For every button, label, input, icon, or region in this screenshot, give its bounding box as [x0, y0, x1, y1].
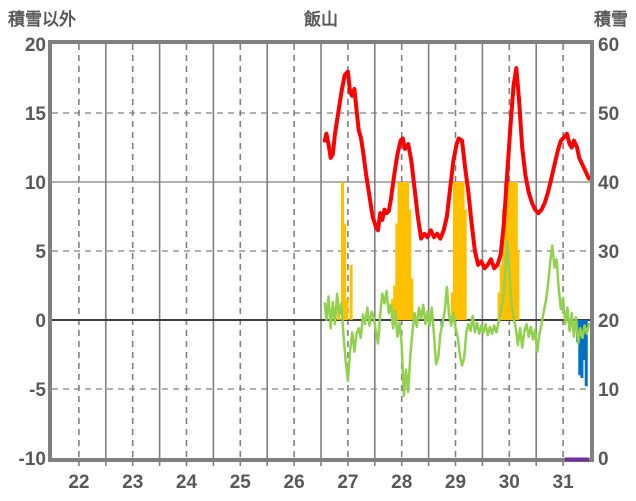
x-axis-labels: 22 23 24 25 26 27 28 29 30 31 [68, 472, 574, 493]
blue-bars [440, 320, 588, 387]
red-line [322, 66, 591, 271]
svg-text:5: 5 [35, 242, 46, 263]
x-axis-ticks [78, 460, 564, 466]
svg-text:60: 60 [598, 35, 619, 56]
svg-text:20: 20 [598, 311, 619, 332]
svg-text:40: 40 [598, 173, 619, 194]
left-axis-labels: 20 15 10 5 0 -5 -10 [19, 35, 47, 470]
svg-text:-10: -10 [19, 449, 46, 470]
svg-text:15: 15 [25, 104, 47, 125]
svg-text:23: 23 [122, 472, 143, 493]
svg-text:22: 22 [68, 472, 89, 493]
svg-text:30: 30 [598, 242, 619, 263]
svg-text:10: 10 [598, 380, 619, 401]
svg-text:25: 25 [230, 472, 252, 493]
svg-text:0: 0 [35, 311, 46, 332]
svg-text:26: 26 [284, 472, 305, 493]
svg-text:-5: -5 [29, 380, 46, 401]
chart-title: 飯山 [304, 10, 338, 29]
green-line [323, 240, 591, 398]
svg-text:30: 30 [499, 472, 520, 493]
svg-text:27: 27 [337, 472, 358, 493]
svg-text:28: 28 [391, 472, 412, 493]
right-axis-title: 積雪 [594, 10, 628, 29]
svg-text:29: 29 [445, 472, 466, 493]
svg-text:20: 20 [25, 35, 46, 56]
left-axis-title: 積雪以外 [8, 10, 76, 29]
svg-text:10: 10 [25, 173, 46, 194]
svg-text:24: 24 [176, 472, 198, 493]
right-axis-labels: 60 50 40 30 20 10 0 [598, 35, 619, 470]
svg-text:31: 31 [553, 472, 575, 493]
svg-text:0: 0 [598, 449, 609, 470]
svg-text:50: 50 [598, 104, 619, 125]
